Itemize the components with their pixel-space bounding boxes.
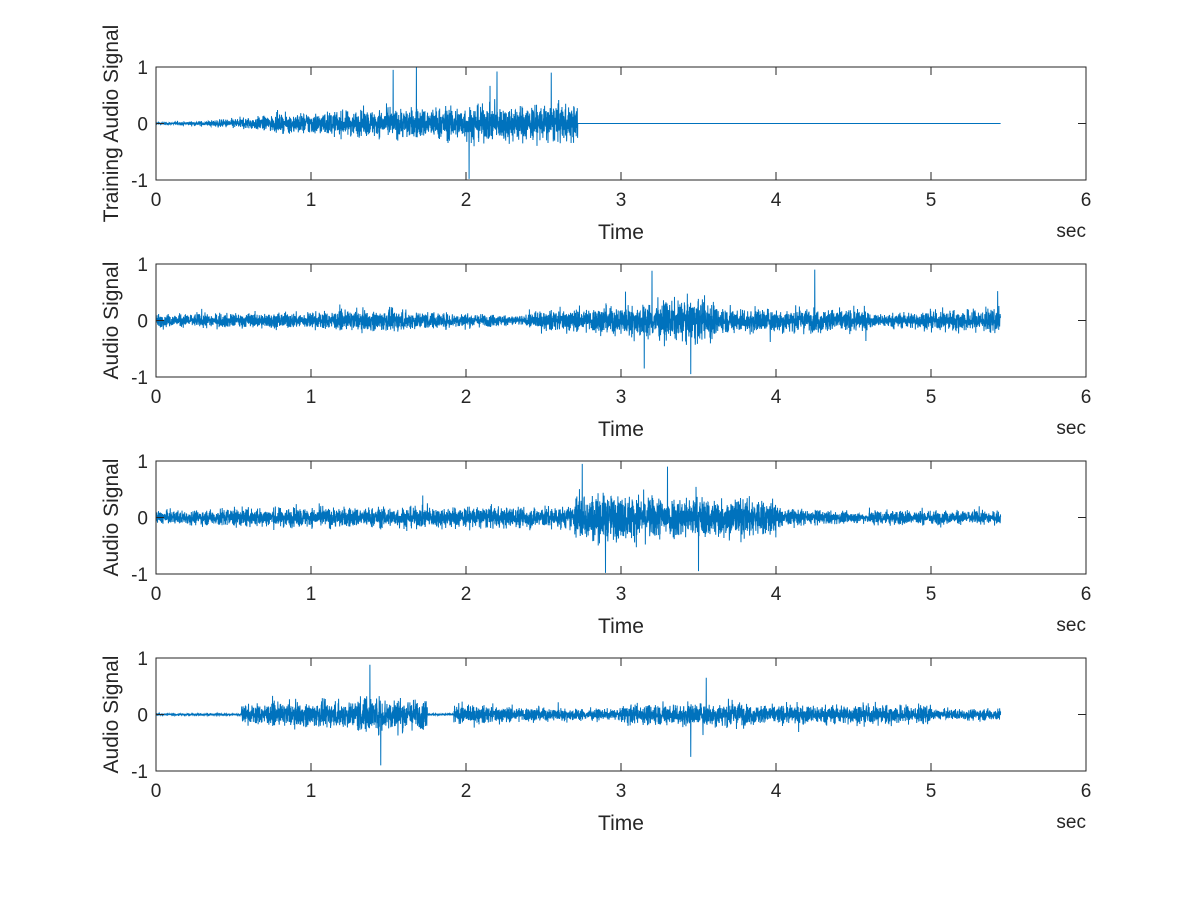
x-tick-label-2-2: 2 [461,387,472,408]
x-tick-label-2-6: 6 [1081,387,1092,408]
x-unit-label-2: sec [1056,418,1086,439]
y-tick-label-3-0: -1 [131,565,148,586]
waveform-series-2-1 [155,269,1002,375]
y-tick-label-1-0: -1 [131,171,148,192]
x-unit-label-4: sec [1056,812,1086,833]
x-tick-label-1-5: 5 [926,190,937,211]
x-tick-label-3-1: 1 [306,584,317,605]
waveform-series-4-1 [155,664,1002,766]
x-tick-label-4-5: 5 [926,781,937,802]
x-tick-label-2-4: 4 [771,387,782,408]
y-axis-label-1: Training Audio Signal [100,25,123,223]
y-tick-label-3-2: 1 [137,452,148,473]
x-tick-label-2-1: 1 [306,387,317,408]
waveform-series-1-1 [155,66,1001,179]
waveform-series-3-1 [155,463,1002,573]
y-tick-label-2-1: 0 [137,312,148,333]
x-tick-label-4-6: 6 [1081,781,1092,802]
x-axis-label-1: Time [598,221,644,244]
x-tick-label-2-5: 5 [926,387,937,408]
x-tick-label-3-0: 0 [151,584,162,605]
x-tick-label-3-4: 4 [771,584,782,605]
x-axis-label-4: Time [598,812,644,835]
y-tick-label-4-1: 0 [137,706,148,727]
x-tick-label-2-0: 0 [151,387,162,408]
x-tick-label-3-6: 6 [1081,584,1092,605]
x-tick-label-4-0: 0 [151,781,162,802]
x-tick-label-4-3: 3 [616,781,627,802]
x-tick-label-1-2: 2 [461,190,472,211]
x-tick-label-1-1: 1 [306,190,317,211]
y-tick-label-1-2: 1 [137,58,148,79]
y-tick-label-4-2: 1 [137,649,148,670]
x-tick-label-3-5: 5 [926,584,937,605]
y-axis-label-2: Audio Signal [100,262,123,380]
x-tick-label-1-4: 4 [771,190,782,211]
y-tick-label-4-0: -1 [131,762,148,783]
x-tick-label-3-2: 2 [461,584,472,605]
x-tick-label-2-3: 3 [616,387,627,408]
y-tick-label-3-1: 0 [137,509,148,530]
y-tick-label-1-1: 0 [137,115,148,136]
y-axis-label-4: Audio Signal [100,656,123,774]
y-tick-label-2-0: -1 [131,368,148,389]
x-tick-label-4-2: 2 [461,781,472,802]
x-axis-label-3: Time [598,615,644,638]
x-tick-label-4-4: 4 [771,781,782,802]
x-unit-label-1: sec [1056,221,1086,242]
x-tick-label-1-0: 0 [151,190,162,211]
x-unit-label-3: sec [1056,615,1086,636]
x-axis-label-2: Time [598,418,644,441]
y-tick-label-2-2: 1 [137,255,148,276]
x-tick-label-1-3: 3 [616,190,627,211]
x-tick-label-3-3: 3 [616,584,627,605]
x-tick-label-1-6: 6 [1081,190,1092,211]
x-tick-label-4-1: 1 [306,781,317,802]
y-axis-label-3: Audio Signal [100,459,123,577]
